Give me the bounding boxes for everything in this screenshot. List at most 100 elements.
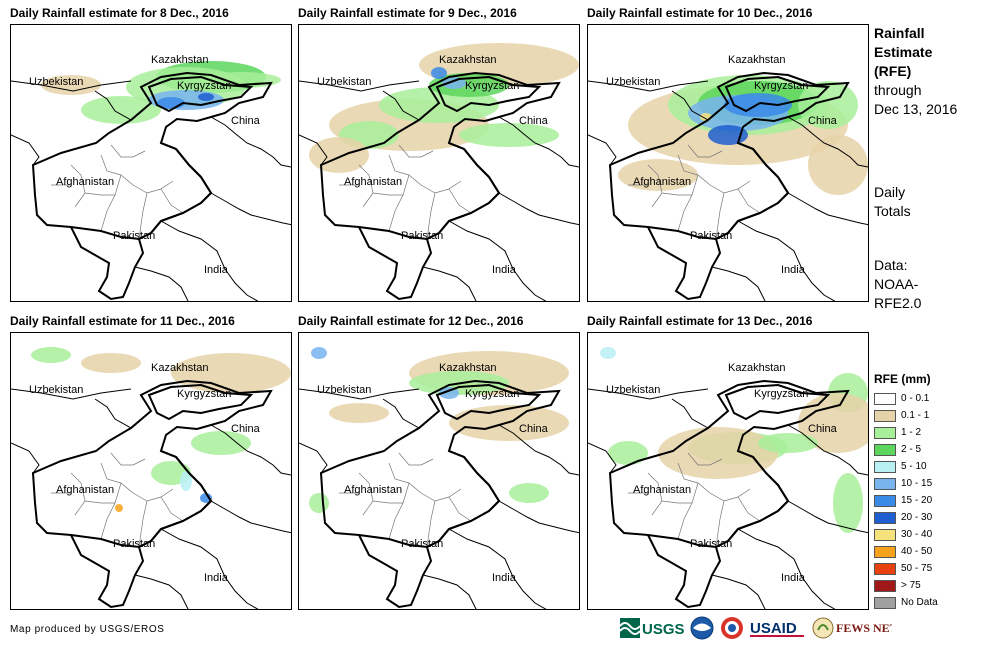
panel-title: Daily Rainfall estimate for 11 Dec., 201… [10, 314, 235, 328]
legend-swatch [874, 528, 896, 541]
legend-item: 1 - 2 [874, 424, 938, 441]
country-label-india: India [492, 264, 517, 276]
legend-item: 30 - 40 [874, 526, 938, 543]
legend-swatch [874, 545, 896, 558]
china-border [210, 116, 291, 168]
afghanistan-border [608, 71, 850, 241]
country-label-kyrgyzstan: Kyrgyzstan [177, 388, 231, 400]
noaa-logo [690, 616, 714, 640]
legend-item: 2 - 5 [874, 441, 938, 458]
panel-title: Daily Rainfall estimate for 9 Dec., 2016 [298, 6, 517, 20]
legend-label: No Data [901, 597, 938, 608]
province-borders [339, 144, 472, 240]
rainfall-patch [31, 347, 71, 363]
country-label-afghanistan: Afghanistan [56, 484, 114, 496]
country-borders [299, 388, 547, 609]
rainfall-patch [81, 353, 141, 373]
map-canvas: Kazakhstan Uzbekistan Kyrgyzstan China Afgha… [11, 347, 291, 609]
legend-swatch [874, 392, 896, 405]
rainfall-patch [309, 137, 369, 173]
panel-title: Daily Rainfall estimate for 13 Dec., 201… [587, 314, 813, 328]
legend-item: 0.1 - 1 [874, 407, 938, 424]
kyrgyzstan-border [435, 75, 542, 113]
through-line-1: through [874, 82, 922, 98]
panel-title: Daily Rainfall estimate for 8 Dec., 2016 [10, 6, 229, 20]
country-label-pakistan: Pakistan [113, 230, 155, 242]
rainfall-patch [442, 77, 466, 89]
legend-item: 10 - 15 [874, 475, 938, 492]
country-label-uzbekistan: Uzbekistan [317, 384, 371, 396]
rainfall-patch [658, 427, 778, 479]
legend-label: 15 - 20 [901, 495, 933, 506]
heading-line-2: Estimate [874, 44, 933, 60]
country-label-afghanistan: Afghanistan [344, 176, 402, 188]
kyrgyzstan-border [147, 75, 254, 113]
rfe-legend: RFE (mm) 0 - 0.1 0.1 - 1 1 - 2 2 - 5 5 - 10 1… [874, 372, 938, 611]
legend-item: 15 - 20 [874, 492, 938, 509]
legend-swatch [874, 494, 896, 507]
country-label-kazakhstan: Kazakhstan [728, 54, 785, 66]
rainfall-patch [798, 393, 868, 453]
map-panel-3: Daily Rainfall estimate for 10 Dec., 201… [587, 6, 869, 302]
legend-label: 0 - 0.1 [901, 393, 930, 404]
rainfall-map: Kazakhstan Uzbekistan Kyrgyzstan China Afgha… [298, 332, 580, 610]
china-border [787, 116, 868, 168]
province-borders [51, 452, 184, 548]
country-borders [11, 80, 259, 301]
totals-line-2: Totals [874, 203, 911, 219]
country-label-china: China [519, 423, 549, 435]
map-panel-1: Daily Rainfall estimate for 8 Dec., 2016… [10, 6, 292, 302]
rainfall-patch [439, 387, 459, 399]
rainfall-map: Kazakhstan Uzbekistan Kyrgyzstan China Afgha… [10, 24, 292, 302]
rainfall-patch [309, 493, 329, 513]
rainfall-patch [608, 441, 648, 465]
panel-title: Daily Rainfall estimate for 12 Dec., 201… [298, 314, 524, 328]
country-label-kyrgyzstan: Kyrgyzstan [754, 80, 808, 92]
legend-item: 50 - 75 [874, 560, 938, 577]
country-label-pakistan: Pakistan [113, 538, 155, 550]
legend-item: 5 - 10 [874, 458, 938, 475]
panel-title: Daily Rainfall estimate for 10 Dec., 201… [587, 6, 813, 20]
legend-swatch [874, 426, 896, 439]
legend-item: 0 - 0.1 [874, 390, 938, 407]
legend-swatch [874, 477, 896, 490]
kyrgyzstan-border [435, 383, 542, 421]
rainfall-patch [600, 347, 616, 359]
china-border [498, 424, 579, 476]
through-line-2: Dec 13, 2016 [874, 101, 958, 117]
country-label-afghanistan: Afghanistan [56, 176, 114, 188]
map-canvas: Kazakhstan Uzbekistan Kyrgyzstan China Afgha… [11, 54, 291, 301]
rainfall-patch [509, 483, 549, 503]
kyrgyzstan-border [724, 75, 831, 113]
province-borders [628, 452, 761, 548]
legend-label: 5 - 10 [901, 461, 927, 472]
rainfall-patch [431, 67, 447, 79]
map-canvas: Kazakhstan Uzbekistan Kyrgyzstan China Afgha… [299, 347, 579, 609]
country-label-afghanistan: Afghanistan [633, 176, 691, 188]
kyrgyzstan-border [724, 383, 831, 421]
legend-label: 10 - 15 [901, 478, 933, 489]
legend-title: RFE (mm) [874, 372, 931, 386]
rainfall-patch [329, 403, 389, 423]
country-borders [299, 80, 547, 301]
china-border [787, 424, 868, 476]
legend-item: > 75 [874, 577, 938, 594]
china-border [210, 424, 291, 476]
legend-swatch [874, 511, 896, 524]
afghanistan-border [31, 379, 273, 549]
country-label-kazakhstan: Kazakhstan [439, 54, 496, 66]
country-label-uzbekistan: Uzbekistan [29, 76, 83, 88]
india-border [210, 500, 291, 534]
china-border [498, 116, 579, 168]
country-label-china: China [808, 115, 838, 127]
map-canvas: Kazakhstan Uzbekistan Kyrgyzstan China Afgha… [588, 54, 868, 301]
rainfall-map: Kazakhstan Uzbekistan Kyrgyzstan China Afgha… [587, 24, 869, 302]
rainfall-patch [81, 96, 161, 124]
map-panel-2: Daily Rainfall estimate for 9 Dec., 2016… [298, 6, 580, 302]
legend-item: 20 - 30 [874, 509, 938, 526]
india-border [498, 192, 579, 226]
legend-label: 2 - 5 [901, 444, 922, 455]
province-borders [339, 452, 472, 548]
country-label-kyrgyzstan: Kyrgyzstan [465, 80, 519, 92]
rainfall-patch [459, 123, 559, 147]
